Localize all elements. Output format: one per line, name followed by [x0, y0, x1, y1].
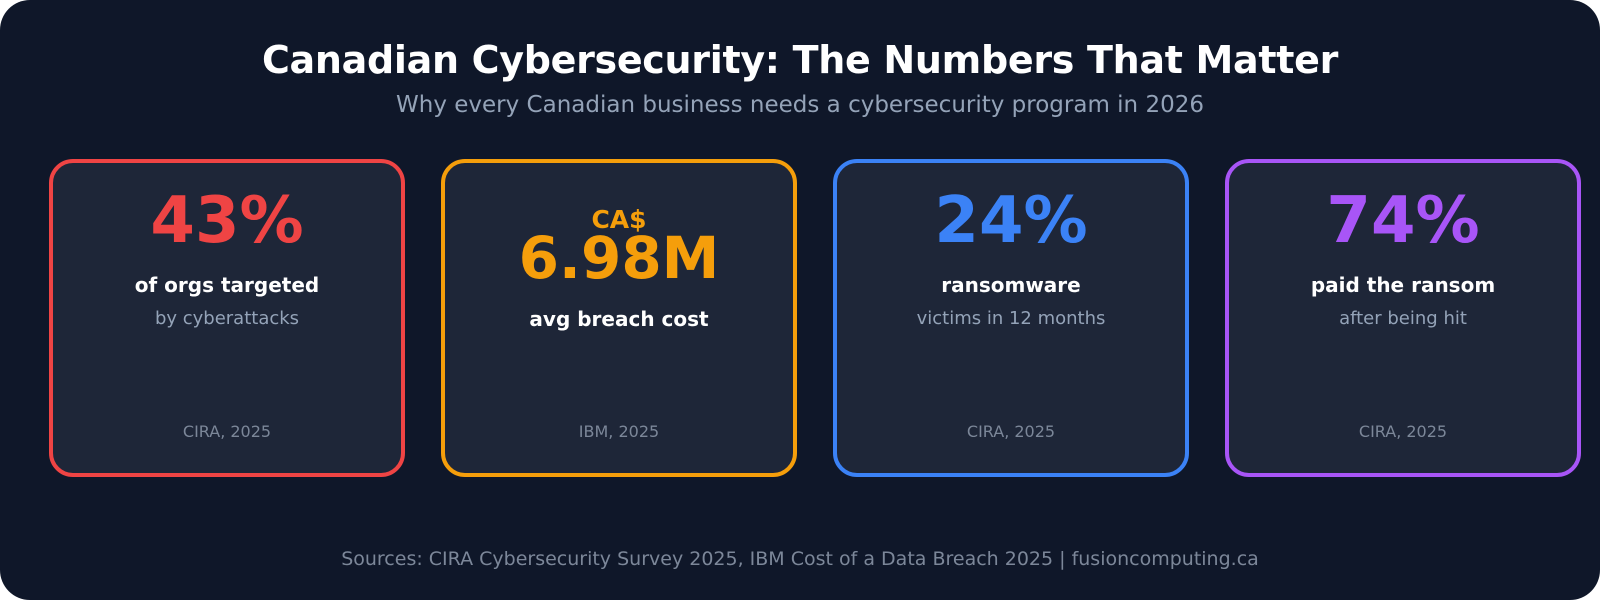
stat-card-orgs-targeted: 43% of orgs targeted by cyberattacks CIR… — [49, 159, 405, 477]
stat-currency-prefix: CA$ — [591, 205, 647, 234]
stat-source: CIRA, 2025 — [966, 422, 1056, 441]
stat-detail: after being hit — [1339, 308, 1467, 329]
stat-label: avg breach cost — [529, 307, 709, 331]
stat-value: 43% — [150, 184, 304, 258]
sources-footer: Sources: CIRA Cybersecurity Survey 2025,… — [341, 548, 1259, 570]
stat-label: ransomware — [941, 273, 1081, 297]
stat-detail: by cyberattacks — [154, 308, 300, 329]
stat-detail: victims in 12 months — [916, 308, 1106, 329]
stat-card-breach-cost: CA$ 6.98M avg breach cost IBM, 2025 — [441, 159, 797, 477]
stat-source: CIRA, 2025 — [1358, 422, 1448, 441]
stat-source: IBM, 2025 — [578, 422, 660, 441]
page-title: Canadian Cybersecurity: The Numbers That… — [261, 38, 1339, 82]
stat-source: CIRA, 2025 — [182, 422, 272, 441]
stat-card-paid-ransom: 74% paid the ransom after being hit CIRA… — [1225, 159, 1581, 477]
page-subtitle: Why every Canadian business needs a cybe… — [396, 92, 1204, 118]
stat-label: of orgs targeted — [134, 273, 320, 297]
stat-value: 74% — [1326, 184, 1480, 258]
stat-value: 24% — [934, 184, 1088, 258]
stat-value: 6.98M — [518, 224, 720, 292]
stat-card-ransomware: 24% ransomware victims in 12 months CIRA… — [833, 159, 1189, 477]
stat-label: paid the ransom — [1310, 273, 1496, 297]
